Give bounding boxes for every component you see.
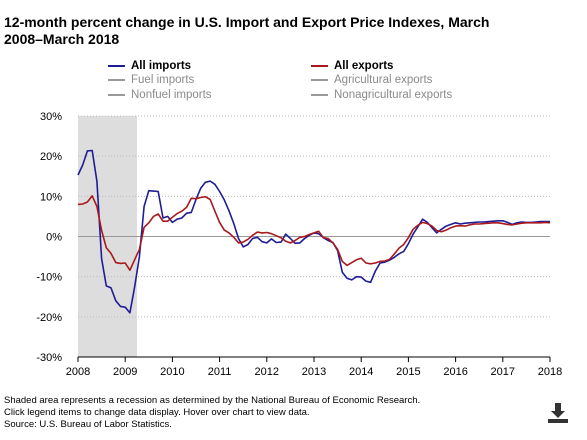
- legend: All imports All exports Fuel imports Agr…: [0, 0, 587, 110]
- line-chart[interactable]: 30% 20% 10% 0% -10% -20% -30% 2008 2009 2010 2011 2…: [0, 0, 587, 390]
- legend-item-nonfuel-imports[interactable]: Nonfuel imports: [108, 89, 212, 101]
- legend-swatch-icon: [311, 94, 328, 96]
- legend-label: All exports: [334, 60, 394, 72]
- y-tick-label: 10%: [40, 191, 62, 203]
- legend-label: Fuel imports: [131, 74, 195, 86]
- x-tick-label: 2010: [160, 366, 184, 378]
- y-tick-label: 20%: [40, 151, 62, 163]
- x-tick-label: 2008: [66, 366, 90, 378]
- download-icon[interactable]: [545, 400, 571, 426]
- legend-swatch-icon: [108, 79, 125, 81]
- y-tick-label: -20%: [36, 312, 62, 324]
- x-tick-label: 2009: [113, 366, 137, 378]
- legend-item-agricultural-exports[interactable]: Agricultural exports: [311, 74, 432, 86]
- legend-item-nonagricultural-exports[interactable]: Nonagricultural exports: [311, 89, 452, 101]
- y-tick-label: -10%: [36, 272, 62, 284]
- x-tick-label: 2015: [396, 366, 420, 378]
- legend-swatch-icon: [108, 65, 125, 67]
- x-tick-label: 2011: [208, 366, 232, 378]
- x-tick-label: 2017: [491, 366, 515, 378]
- note-instructions: Click legend items to change data displa…: [4, 407, 310, 418]
- note-source: Source: U.S. Bureau of Labor Statistics.: [4, 419, 172, 430]
- y-tick-label: 0%: [46, 232, 62, 244]
- series-line-all-exports[interactable]: [77, 195, 551, 272]
- chart-notes: Shaded area represents a recession as de…: [4, 395, 524, 431]
- legend-label: Agricultural exports: [334, 74, 433, 86]
- legend-item-all-imports[interactable]: All imports: [108, 60, 191, 72]
- y-tick-label: -30%: [36, 352, 62, 364]
- legend-swatch-icon: [108, 94, 125, 96]
- x-tick-label: 2014: [349, 366, 373, 378]
- legend-label: Nonagricultural exports: [334, 89, 453, 101]
- y-tick-label: 30%: [40, 111, 62, 123]
- legend-swatch-icon: [311, 79, 328, 81]
- x-tick-label: 2018: [538, 366, 562, 378]
- x-tick-label: 2013: [302, 366, 326, 378]
- chart-title: 12-month percent change in U.S. Import a…: [4, 14, 490, 47]
- legend-label: Nonfuel imports: [131, 89, 212, 101]
- legend-item-all-exports[interactable]: All exports: [311, 60, 393, 72]
- x-tick-label: 2016: [443, 366, 467, 378]
- legend-swatch-icon: [311, 65, 328, 67]
- series-line-all-imports[interactable]: [77, 149, 550, 314]
- note-recession: Shaded area represents a recession as de…: [4, 395, 421, 406]
- legend-item-fuel-imports[interactable]: Fuel imports: [108, 74, 194, 86]
- x-tick-label: 2012: [255, 366, 279, 378]
- legend-label: All imports: [131, 60, 192, 72]
